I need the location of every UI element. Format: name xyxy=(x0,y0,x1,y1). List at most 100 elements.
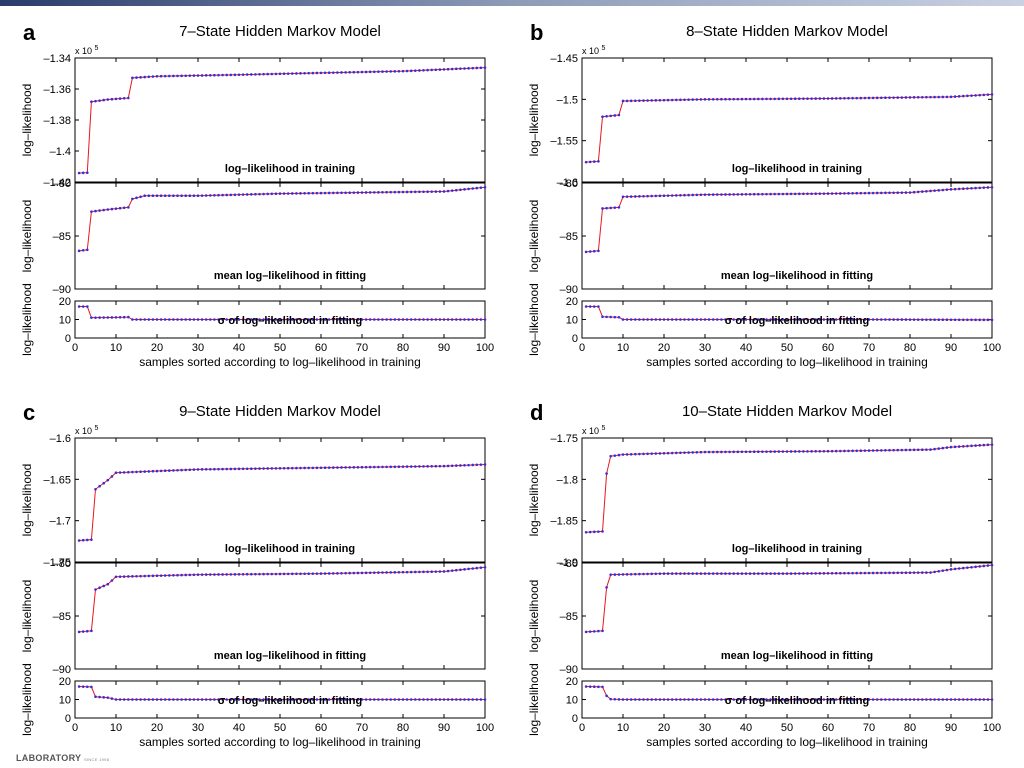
data-point xyxy=(683,318,686,321)
data-point xyxy=(311,466,315,470)
data-point xyxy=(168,469,171,472)
data-point xyxy=(720,450,723,454)
data-point xyxy=(86,248,89,252)
data-point xyxy=(802,192,805,196)
y-tick-label: –1.4 xyxy=(50,146,71,158)
data-point xyxy=(765,450,768,453)
data-point xyxy=(106,478,110,482)
data-point xyxy=(855,318,858,321)
data-point xyxy=(650,452,653,455)
data-point xyxy=(597,629,600,633)
data-point xyxy=(393,698,397,701)
data-point xyxy=(467,67,470,70)
data-point xyxy=(438,190,442,193)
data-point xyxy=(192,318,196,321)
data-point xyxy=(475,698,479,701)
data-point xyxy=(311,318,315,321)
data-point xyxy=(867,698,871,701)
data-point xyxy=(789,572,793,575)
data-point xyxy=(839,97,842,100)
data-point xyxy=(863,449,867,452)
data-point xyxy=(666,194,670,197)
data-point xyxy=(114,575,118,579)
data-point xyxy=(945,188,949,191)
data-point xyxy=(802,572,805,575)
data-point xyxy=(479,566,483,569)
data-point xyxy=(295,318,298,321)
data-point xyxy=(393,70,397,73)
data-point xyxy=(200,318,204,321)
data-point xyxy=(691,698,694,701)
data-point xyxy=(962,187,965,191)
y-axis-label: log–likelihood xyxy=(527,464,541,537)
data-point xyxy=(118,698,122,701)
data-point xyxy=(945,698,949,701)
data-point xyxy=(237,573,241,576)
x-tick-label: 40 xyxy=(740,722,752,734)
data-point xyxy=(258,572,261,576)
y-tick-label: –85 xyxy=(560,231,578,243)
data-point xyxy=(221,698,224,701)
data-point xyxy=(740,97,744,101)
panel-letter: a xyxy=(23,20,36,45)
data-point xyxy=(176,318,179,321)
data-point xyxy=(155,574,159,578)
data-point xyxy=(597,530,600,533)
data-point xyxy=(773,318,776,321)
data-point xyxy=(286,698,290,701)
data-point xyxy=(945,318,949,322)
y-tick-label: –80 xyxy=(53,178,71,190)
data-point xyxy=(695,572,699,575)
x-tick-label: 80 xyxy=(904,342,916,354)
data-point xyxy=(646,194,649,198)
data-point xyxy=(163,574,167,577)
data-point xyxy=(839,698,842,701)
data-point xyxy=(172,469,175,472)
data-point xyxy=(327,318,331,321)
data-point xyxy=(634,572,637,576)
data-point xyxy=(381,698,384,701)
data-point xyxy=(311,71,315,75)
data-point xyxy=(373,191,376,194)
data-point xyxy=(442,190,446,193)
data-point xyxy=(871,96,875,100)
data-point xyxy=(802,97,805,100)
data-point xyxy=(209,573,212,576)
subplot-annotation: σ of log–likelihood in fitting xyxy=(725,315,869,327)
data-point xyxy=(422,190,425,194)
data-point xyxy=(679,698,682,701)
data-point xyxy=(601,629,604,633)
data-point xyxy=(332,318,335,321)
data-point xyxy=(757,97,760,101)
data-point xyxy=(77,685,81,688)
data-point xyxy=(908,698,912,701)
data-point xyxy=(912,698,916,701)
data-point xyxy=(695,698,699,701)
data-point xyxy=(834,97,838,100)
data-point xyxy=(666,451,670,455)
y-axis-label: log–likelihood xyxy=(527,84,541,157)
data-point xyxy=(847,192,850,195)
y-tick-label: 20 xyxy=(566,296,578,308)
data-point xyxy=(479,318,483,321)
data-point xyxy=(769,450,772,453)
data-point xyxy=(793,698,797,701)
data-point xyxy=(814,97,817,100)
top-decoration-strip xyxy=(0,0,1024,6)
data-point xyxy=(634,99,637,103)
data-point xyxy=(949,188,953,191)
x-tick-label: 30 xyxy=(699,342,711,354)
data-point xyxy=(291,698,294,701)
panel-letter: d xyxy=(530,400,543,425)
data-point xyxy=(450,569,454,572)
y-tick-label: –85 xyxy=(53,611,71,623)
data-point xyxy=(945,446,949,449)
data-point xyxy=(859,571,863,575)
data-point xyxy=(143,318,146,321)
x-tick-label: 80 xyxy=(397,722,409,734)
series-markers xyxy=(77,685,487,701)
data-point xyxy=(98,484,101,488)
data-point xyxy=(323,466,327,470)
y-axis-label: log–likelihood xyxy=(20,580,34,653)
data-point xyxy=(793,572,797,575)
